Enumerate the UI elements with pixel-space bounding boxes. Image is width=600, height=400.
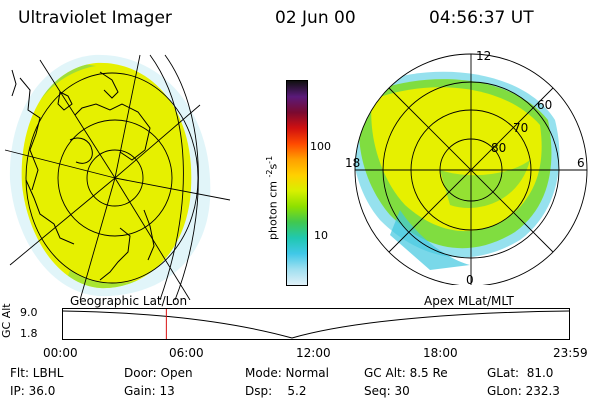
coastlines: [11, 69, 155, 281]
time-label: 04:56:37 UT: [429, 8, 534, 28]
geographic-auroral-image: [4, 54, 231, 300]
orbit-altitude-strip: [62, 308, 570, 340]
strip-ymin: 1.8: [20, 327, 38, 340]
strip-frame: [62, 308, 570, 340]
strip-xtick-2359: 23:59: [553, 346, 588, 360]
strip-ymax: 9.0: [20, 306, 38, 319]
date-label: 02 Jun 00: [275, 8, 356, 28]
colorbar-gradient: [287, 81, 307, 285]
strip-xtick-0600: 06:00: [169, 346, 204, 360]
colorbar-unit-label: photon cm -2s-1: [265, 155, 280, 240]
colorbar: [286, 80, 308, 286]
info-ip: IP: 36.0: [10, 384, 56, 398]
strip-ylabel: GC Alt: [0, 303, 13, 338]
mlat-mlt-grid: [354, 53, 588, 285]
mlat-label-70: 70: [513, 121, 528, 135]
info-dsp: Dsp: 5.2: [245, 384, 307, 398]
mlat-label-80: 80: [491, 141, 506, 155]
apex-caption: Apex MLat/MLT: [424, 294, 514, 308]
mlt-label-18: 18: [345, 156, 360, 170]
info-seq: Seq: 30: [364, 384, 410, 398]
colorbar-tick-10: 10: [314, 229, 328, 242]
geographic-caption: Geographic Lat/Lon: [70, 294, 188, 308]
mlt-label-0: 0: [466, 273, 474, 285]
magnetic-polar-image: 12 18 6 0 60 70 80: [345, 49, 588, 285]
info-gc-alt: GC Alt: 8.5 Re: [364, 366, 448, 380]
mlat-label-60: 60: [537, 98, 552, 112]
info-door: Door: Open: [124, 366, 193, 380]
info-glat: GLat: 81.0: [487, 366, 554, 380]
info-mode: Mode: Normal: [245, 366, 329, 380]
lat-lon-grid: [4, 54, 231, 300]
info-filter: Flt: LBHL: [10, 366, 64, 380]
app-title: Ultraviolet Imager: [18, 8, 172, 28]
colorbar-tick-100: 100: [310, 140, 331, 153]
strip-xtick-0000: 00:00: [43, 346, 78, 360]
info-gain: Gain: 13: [124, 384, 175, 398]
info-glon: GLon: 232.3: [487, 384, 560, 398]
mlt-label-12: 12: [476, 49, 491, 63]
altitude-curve: [62, 310, 570, 339]
mlt-label-6: 6: [577, 156, 585, 170]
strip-xtick-1200: 12:00: [296, 346, 331, 360]
strip-xtick-1800: 18:00: [423, 346, 458, 360]
